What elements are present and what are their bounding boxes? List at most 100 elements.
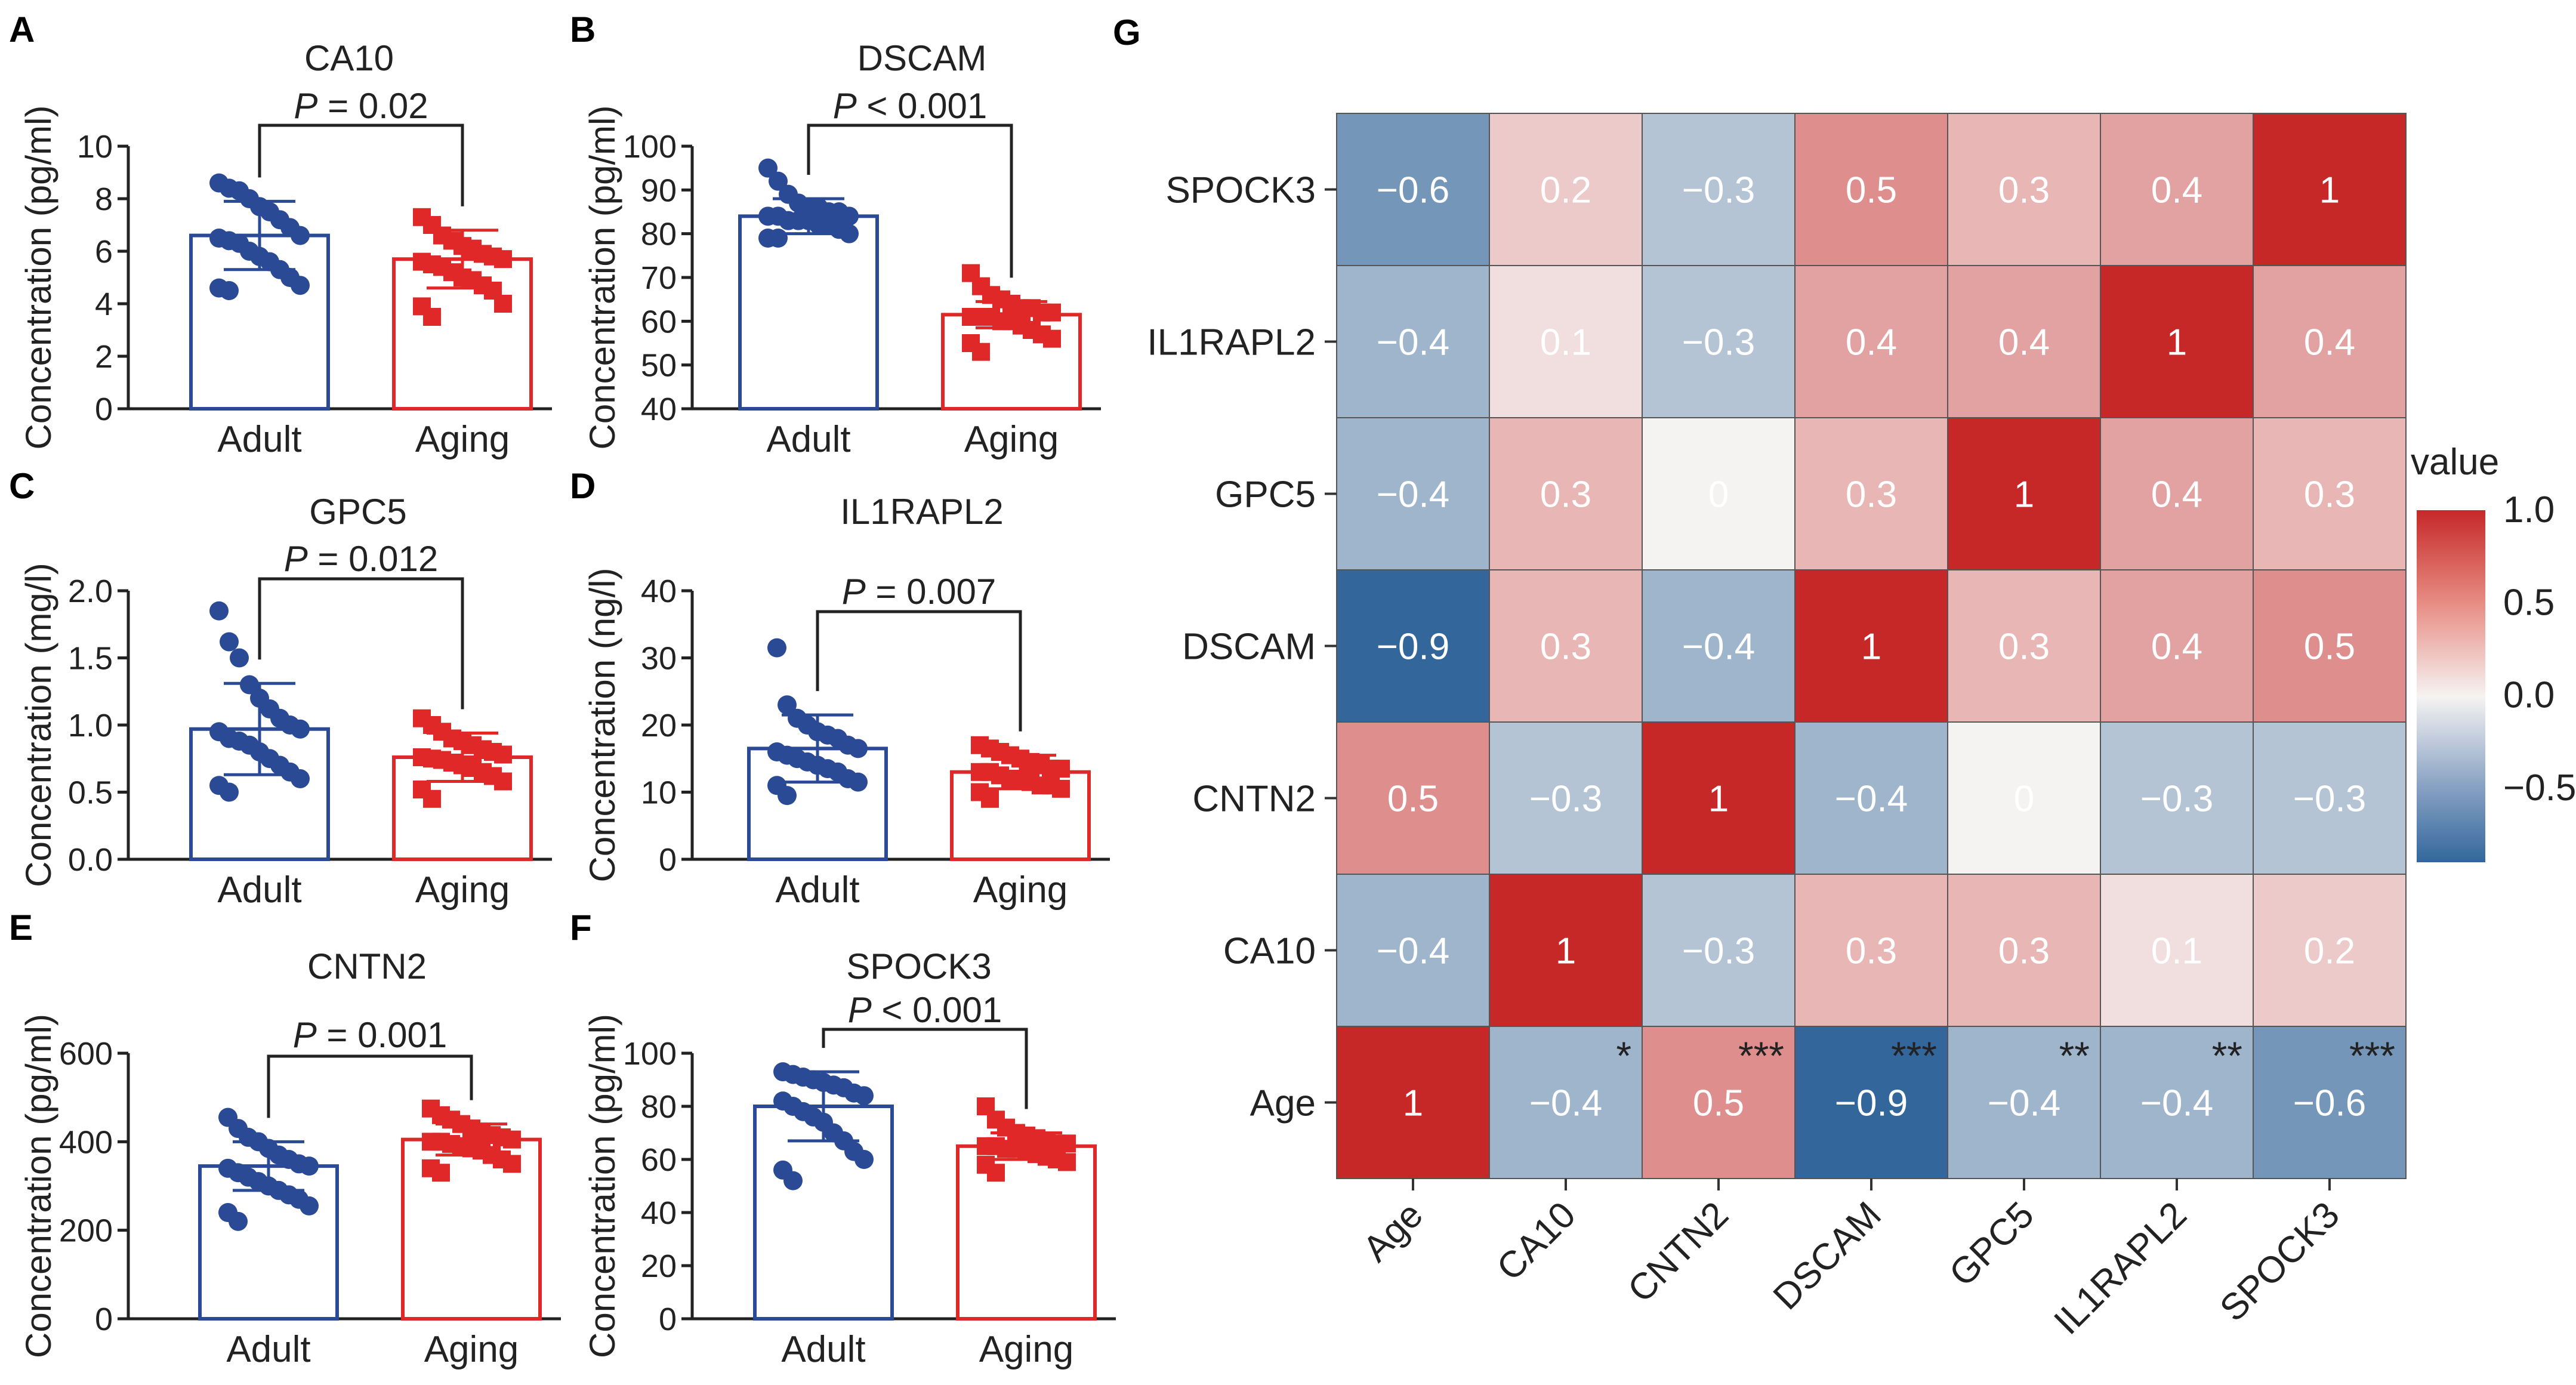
data-point-adult	[769, 229, 788, 248]
data-point-adult	[220, 782, 239, 802]
y-tick-label: 20	[641, 1248, 677, 1284]
panel-label: B	[570, 10, 596, 50]
cell-value: 1	[1556, 931, 1576, 972]
y-tick-label: 60	[641, 1142, 677, 1178]
cell-value: −0.3	[1682, 931, 1755, 972]
data-point-aging	[503, 1130, 521, 1149]
category-label: Adult	[766, 419, 850, 460]
heatmap-cell	[2253, 874, 2407, 1027]
heatmap-cell	[1336, 417, 1490, 570]
significance-stars: **	[2059, 1034, 2090, 1078]
data-point-adult	[300, 1196, 319, 1216]
cell-value: −0.3	[2140, 779, 2213, 820]
cell-value: 0.4	[1846, 322, 1897, 363]
data-point-aging	[1043, 303, 1061, 322]
cell-value: 0.1	[1540, 322, 1591, 363]
p-symbol: P	[848, 990, 872, 1030]
y-tick-label: 40	[641, 573, 677, 609]
y-axis-label: Concentration (pg/ml)	[582, 106, 622, 450]
significance-bracket	[822, 1028, 1028, 1109]
col-label: Age	[1355, 1194, 1431, 1270]
heatmap-cell	[1489, 265, 1643, 418]
p-value: = 0.001	[317, 1015, 448, 1055]
data-point-adult	[240, 675, 259, 695]
y-tick-label: 1.0	[68, 708, 113, 744]
data-point-aging	[432, 1164, 450, 1182]
bar-chart-d: D IL1RAPL2 0 10 20 30 40 Concentration (ng/l) Ad…	[570, 466, 1110, 911]
cell-value: 0.5	[1693, 1083, 1744, 1124]
heatmap-cell	[1947, 569, 2101, 723]
data-point-aging	[423, 308, 441, 326]
row-label: SPOCK3	[1165, 170, 1316, 211]
heatmap-cell	[1642, 417, 1796, 570]
heatmap-cell	[2100, 721, 2254, 875]
panel-label: G	[1113, 13, 1141, 53]
row-label: IL1RAPL2	[1147, 322, 1316, 363]
panel-label: A	[9, 10, 35, 50]
data-point-adult	[220, 632, 239, 652]
y-tick-label: 40	[641, 391, 677, 427]
significance-stars: ***	[2349, 1034, 2395, 1078]
y-axis-label: Concentration (pg/ml)	[18, 106, 58, 450]
y-tick-label: 40	[641, 1195, 677, 1231]
data-point-adult	[769, 171, 788, 191]
heatmap-cell	[1947, 874, 2101, 1027]
category-label: Adult	[775, 869, 859, 911]
cell-value: 0.5	[1387, 779, 1439, 820]
y-tick-label: 6	[95, 234, 113, 270]
p-value-label: P = 0.001	[293, 1015, 448, 1055]
cell-value: 1	[1861, 627, 1881, 668]
col-label: GPC5	[1942, 1194, 2042, 1294]
legend-tick-label: −0.5	[2503, 767, 2576, 809]
y-axis-label: Concentration (mg/l)	[18, 563, 58, 887]
panel-label: E	[9, 908, 33, 948]
category-label: Adult	[217, 869, 301, 911]
cell-value: 0.3	[2304, 474, 2355, 516]
data-point-adult	[840, 224, 859, 243]
heatmap-cell	[2100, 265, 2254, 418]
data-point-adult	[854, 1150, 874, 1169]
row-label: CNTN2	[1192, 779, 1316, 820]
significance-bracket	[267, 1054, 473, 1118]
y-tick-label: 0.0	[68, 842, 113, 878]
heatmap-cell	[1794, 874, 1948, 1027]
data-point-aging	[1058, 1153, 1076, 1171]
p-value: = 0.02	[317, 86, 428, 126]
cell-value: 0.5	[1846, 170, 1897, 211]
panel-label: C	[9, 466, 35, 506]
row-label: Age	[1250, 1083, 1316, 1124]
heatmap-cell	[2253, 265, 2407, 418]
col-label: IL1RAPL2	[2046, 1194, 2195, 1343]
data-point-adult	[291, 719, 310, 739]
cell-value: −0.4	[1377, 322, 1449, 363]
category-label: Aging	[964, 419, 1059, 460]
cell-value: 1	[2319, 170, 2340, 211]
cell-value: −0.6	[2293, 1083, 2366, 1124]
col-label: DSCAM	[1766, 1194, 1889, 1318]
cell-value: 0.2	[2304, 931, 2355, 972]
p-value: < 0.001	[857, 86, 988, 126]
significance-stars: ***	[1738, 1034, 1784, 1078]
cell-value: −0.4	[1835, 779, 1908, 820]
heatmap-cell	[2253, 1026, 2407, 1179]
chart-title: CNTN2	[307, 946, 427, 986]
cell-value: 0.3	[1998, 627, 2050, 668]
y-tick-label: 60	[641, 304, 677, 340]
cell-value: −0.3	[1529, 779, 1602, 820]
cell-value: 0.3	[1846, 474, 1897, 516]
heatmap-cell	[1489, 721, 1643, 875]
cell-value: 0.4	[1998, 322, 2050, 363]
cell-value: 0.4	[2151, 474, 2202, 516]
y-tick-label: 100	[623, 1036, 677, 1072]
cell-value: −0.6	[1377, 170, 1449, 211]
chart-title: SPOCK3	[846, 946, 991, 986]
heatmap-cell	[1642, 721, 1796, 875]
heatmap-cell	[1947, 265, 2101, 418]
data-point-adult	[778, 695, 797, 715]
legend-tick-label: 0.0	[2503, 675, 2555, 716]
p-value: = 0.012	[308, 539, 439, 579]
bar-chart-a: A CA10 0 2 4 6 8 10 Concentration (pg/ml) Adult Ag…	[9, 10, 552, 460]
y-tick-label: 70	[641, 260, 677, 296]
data-point-aging	[972, 343, 990, 361]
